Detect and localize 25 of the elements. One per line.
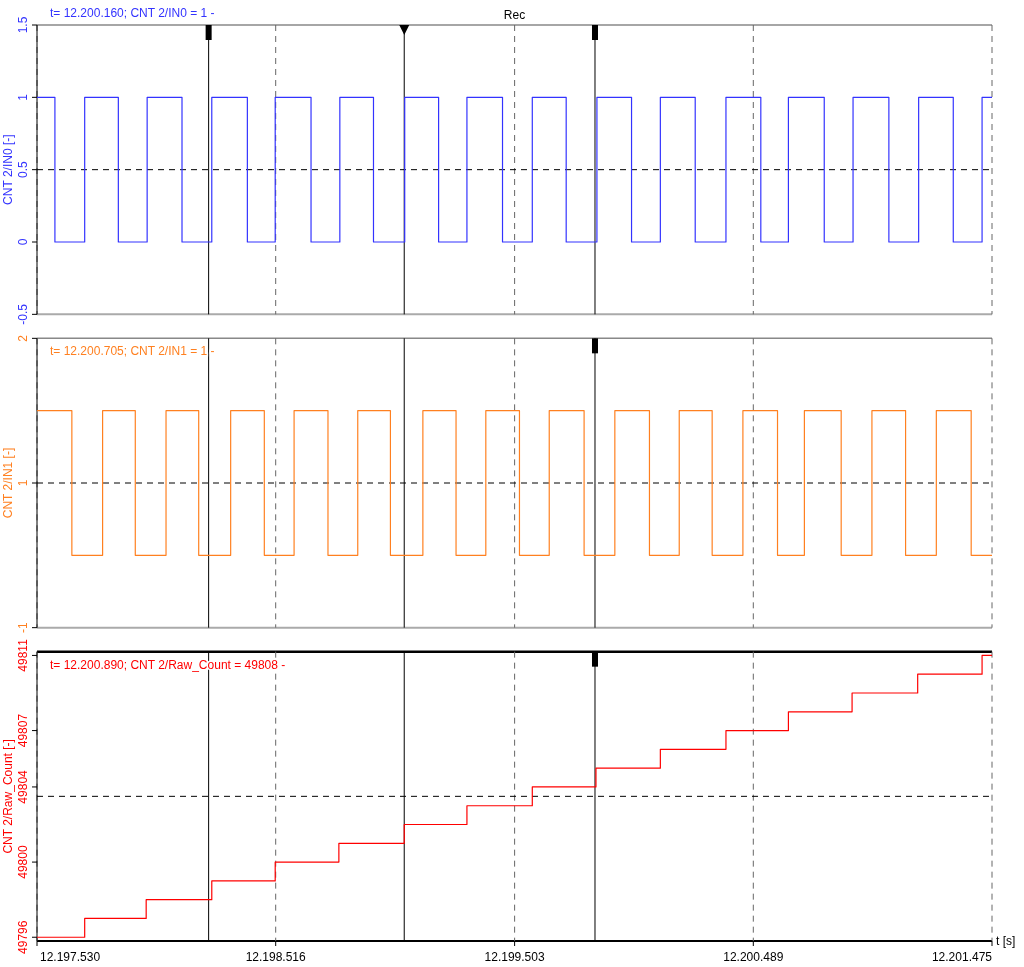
y-axis-title: CNT 2/IN1 [-] xyxy=(1,447,15,519)
y-tick-label: 0 xyxy=(16,238,30,246)
y-tick-label: 49804 xyxy=(16,769,30,804)
y-tick-label: 2 xyxy=(16,334,30,342)
y-tick-label: 1 xyxy=(16,479,30,487)
y-tick-label: 1.5 xyxy=(16,16,30,34)
x-tick-label: 12.197.530 xyxy=(40,950,101,964)
y-tick-label: 1 xyxy=(16,93,30,101)
y-tick-label: -0.5 xyxy=(16,303,30,325)
y-axis-title: CNT 2/Raw_Count [-] xyxy=(1,739,15,854)
y-tick-label: 49796 xyxy=(16,920,30,954)
x-tick-label: 12.200.489 xyxy=(723,950,784,964)
y-tick-label: 0.5 xyxy=(16,161,30,179)
y-tick-label: 49811 xyxy=(16,638,30,672)
y-axis-title: CNT 2/IN0 [-] xyxy=(1,134,15,205)
y-tick-label: -1 xyxy=(16,622,30,633)
x-tick-label: 12.199.503 xyxy=(484,950,545,964)
x-axis-title: t [s] xyxy=(996,934,1016,948)
x-tick-label: 12.198.516 xyxy=(245,950,307,964)
annotation: t= 12.200.705; CNT 2/IN1 = 1 - xyxy=(50,344,215,359)
chart-title: Rec xyxy=(503,8,526,22)
y-tick-label: 49807 xyxy=(16,713,30,748)
x-tick-label: 12.201.475 xyxy=(931,950,993,964)
y-tick-label: 49800 xyxy=(16,845,30,879)
text: t= 12.200.160; CNT 2/IN0 = 1 - xyxy=(50,6,215,20)
